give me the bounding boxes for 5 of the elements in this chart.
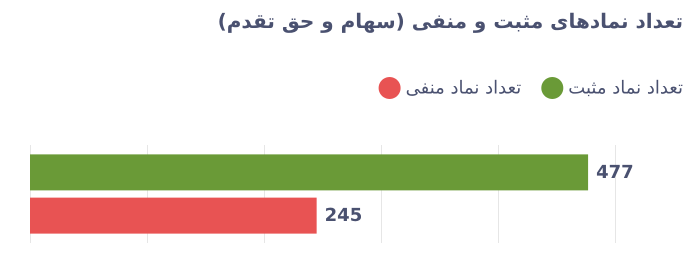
data-label: 477 [596, 162, 634, 183]
legend-label: تعداد نماد منفی [406, 78, 522, 98]
legend-label: تعداد نماد مثبت [568, 78, 684, 98]
data-label: 245 [324, 205, 362, 226]
chart-title: تعداد نمادهای مثبت و منفی (سهام و حق تقدم) [218, 9, 684, 33]
